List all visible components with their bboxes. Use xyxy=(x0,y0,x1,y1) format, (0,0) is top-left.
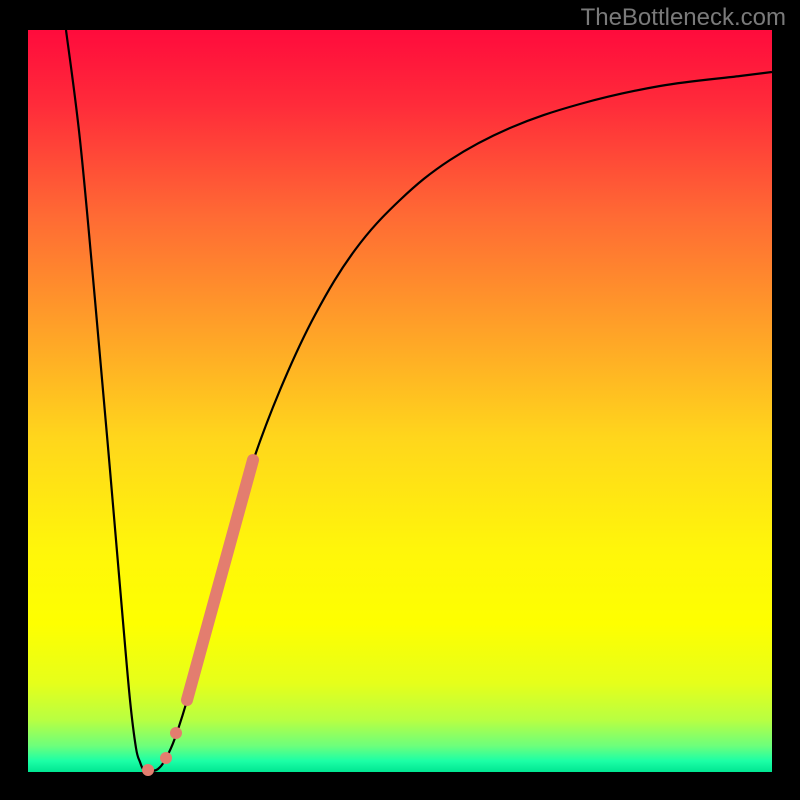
attribution-text: TheBottleneck.com xyxy=(581,4,786,32)
highlight-dot xyxy=(160,752,172,764)
plot-background xyxy=(28,30,772,772)
highlight-dot xyxy=(142,764,154,776)
chart-stage: TheBottleneck.com xyxy=(0,0,800,800)
highlight-dot xyxy=(170,727,182,739)
chart-svg xyxy=(0,0,800,800)
